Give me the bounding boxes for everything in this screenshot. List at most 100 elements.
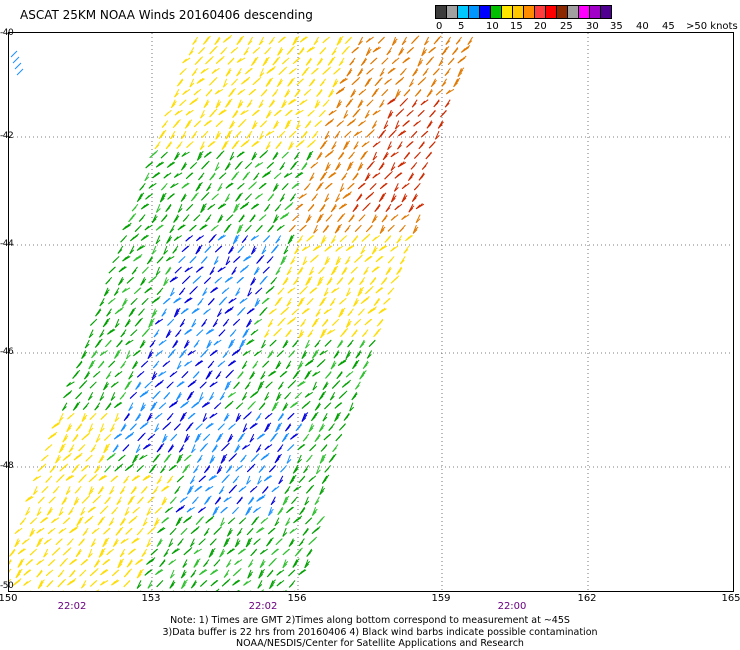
wind-barb bbox=[126, 559, 133, 568]
wind-barb bbox=[178, 444, 185, 453]
wind-map[interactable] bbox=[8, 32, 734, 592]
wind-barb bbox=[165, 203, 172, 212]
wind-barb bbox=[118, 454, 126, 462]
wind-barb bbox=[14, 538, 21, 548]
wind-barb bbox=[408, 203, 415, 213]
wind-barb bbox=[274, 517, 280, 527]
wind-barb bbox=[243, 411, 252, 420]
wind-barb bbox=[72, 433, 79, 442]
wind-barb bbox=[336, 120, 345, 127]
wind-barb bbox=[193, 558, 201, 568]
lat-label: -50 bbox=[0, 581, 14, 591]
wind-barb bbox=[306, 484, 315, 494]
wind-barb bbox=[360, 150, 368, 160]
wind-barb bbox=[297, 454, 302, 464]
wind-barb bbox=[238, 214, 245, 223]
wind-barb bbox=[203, 465, 211, 474]
wind-barb bbox=[145, 193, 153, 200]
wind-barb bbox=[238, 485, 247, 493]
wind-barb bbox=[292, 558, 300, 568]
wind-barb bbox=[358, 308, 365, 316]
wind-barb bbox=[330, 235, 337, 244]
wind-barb bbox=[180, 130, 187, 140]
wind-barb bbox=[183, 515, 193, 524]
wind-barb bbox=[128, 402, 134, 412]
wind-barb bbox=[263, 475, 273, 482]
wind-barb bbox=[339, 297, 347, 305]
wind-barb bbox=[336, 276, 344, 285]
wind-barb bbox=[414, 151, 421, 159]
wind-barb bbox=[297, 360, 304, 370]
wind-barb bbox=[418, 172, 425, 181]
wind-barb bbox=[277, 287, 285, 295]
wind-barb bbox=[399, 224, 406, 233]
wind-barb bbox=[438, 57, 444, 67]
wind-barb bbox=[119, 391, 127, 400]
wind-barb bbox=[108, 266, 116, 274]
wind-barb bbox=[99, 329, 105, 338]
wind-barb bbox=[399, 256, 406, 265]
wind-barb bbox=[150, 548, 159, 556]
wind-barb bbox=[214, 162, 220, 172]
wind-barb bbox=[219, 392, 226, 401]
wind-barb bbox=[284, 119, 292, 130]
wind-barb bbox=[283, 245, 289, 255]
wind-barb bbox=[218, 109, 227, 116]
wind-barb bbox=[349, 402, 355, 412]
wind-barb bbox=[76, 360, 83, 369]
wind-barb bbox=[395, 89, 401, 98]
wind-barb bbox=[315, 465, 321, 475]
wind-barb bbox=[215, 120, 224, 128]
wind-barb bbox=[173, 172, 183, 178]
wind-barb bbox=[365, 224, 373, 233]
wind-barb bbox=[291, 182, 300, 190]
wind-barb bbox=[301, 412, 309, 422]
wind-barb bbox=[128, 213, 137, 223]
wind-barb bbox=[58, 507, 64, 516]
wind-barb bbox=[224, 193, 231, 202]
wind-barb bbox=[312, 370, 321, 377]
wind-barb bbox=[200, 580, 208, 587]
wind-barb bbox=[225, 369, 234, 379]
wind-barb bbox=[132, 453, 140, 464]
wind-barb bbox=[294, 89, 301, 98]
wind-barb bbox=[152, 360, 160, 369]
wind-barb bbox=[335, 256, 342, 266]
wind-barb bbox=[140, 360, 149, 368]
wind-barb bbox=[306, 297, 314, 306]
wind-barb bbox=[377, 36, 385, 44]
wind-barb bbox=[252, 360, 259, 369]
wind-barb bbox=[244, 381, 251, 390]
wind-barb bbox=[288, 98, 297, 105]
wind-barb bbox=[213, 526, 222, 535]
wind-barb bbox=[358, 120, 367, 127]
wind-barb bbox=[183, 339, 190, 349]
wind-barb bbox=[192, 36, 199, 45]
wind-barb bbox=[402, 57, 411, 64]
wind-barb bbox=[192, 275, 202, 284]
wind-barb bbox=[205, 214, 212, 223]
wind-barb bbox=[89, 412, 97, 420]
wind-barb bbox=[108, 517, 115, 526]
wind-barb bbox=[363, 266, 369, 275]
wind-barb bbox=[323, 308, 332, 315]
wind-barb bbox=[215, 55, 225, 64]
wind-barb bbox=[132, 506, 140, 514]
wind-barb bbox=[167, 193, 175, 200]
wind-barb bbox=[237, 432, 246, 443]
wind-barb bbox=[301, 350, 308, 360]
wind-barb bbox=[308, 423, 315, 433]
wind-barb bbox=[166, 412, 174, 421]
wind-barb bbox=[204, 495, 212, 505]
wind-barb bbox=[259, 149, 269, 159]
wind-barb bbox=[244, 193, 252, 201]
wind-barb bbox=[362, 202, 371, 212]
wind-barb bbox=[316, 359, 326, 368]
wind-barb bbox=[224, 380, 232, 391]
wind-barb bbox=[195, 516, 204, 525]
wind-barb bbox=[324, 149, 334, 158]
wind-barb bbox=[353, 297, 359, 307]
wind-barb bbox=[336, 35, 344, 46]
wind-barb bbox=[209, 454, 216, 464]
wind-barb bbox=[130, 329, 138, 337]
